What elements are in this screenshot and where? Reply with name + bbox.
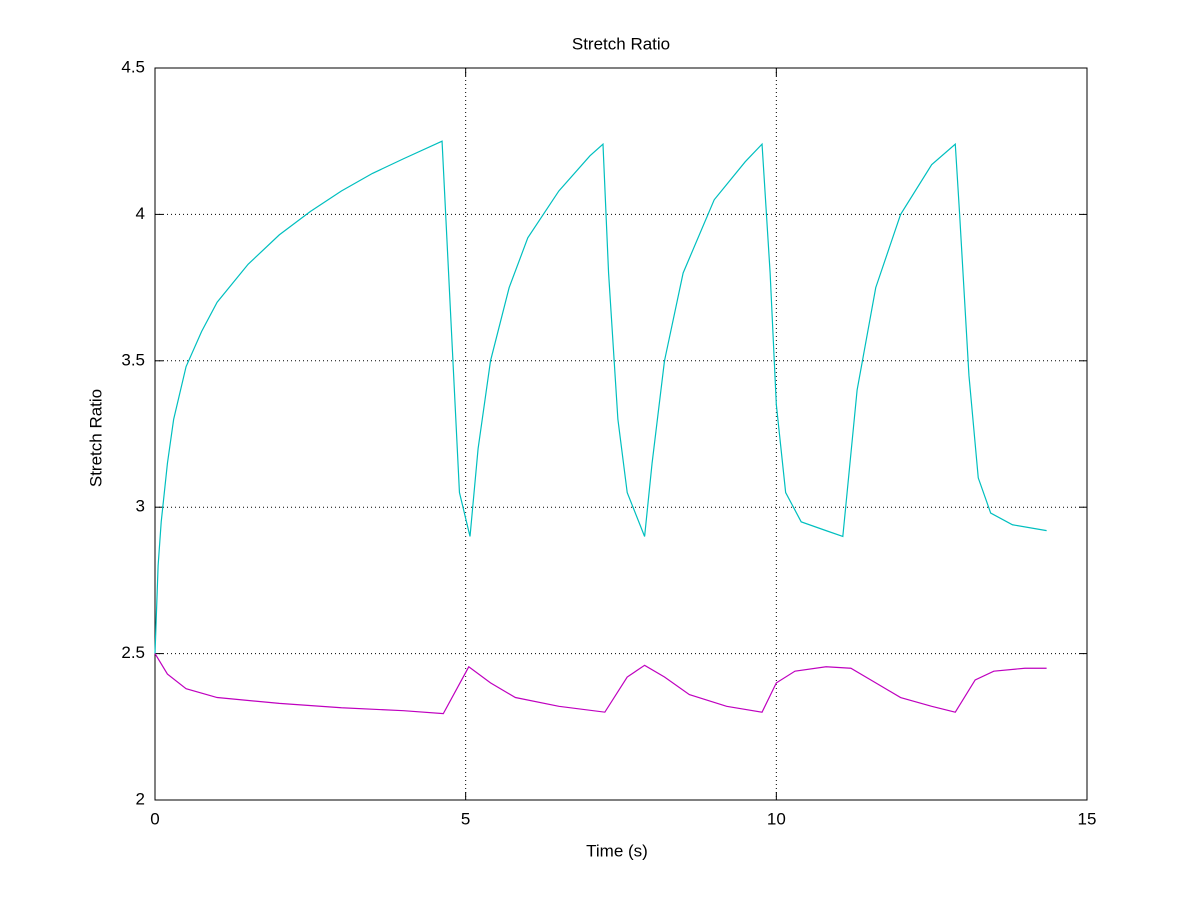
y-axis-label: Stretch Ratio <box>86 389 105 487</box>
x-tick-label: 0 <box>150 809 159 828</box>
data-line <box>154 140 1047 654</box>
y-tick-label: 2.5 <box>121 643 145 662</box>
chart-title: Stretch Ratio <box>572 34 670 53</box>
y-tick-label: 2 <box>136 789 145 808</box>
x-axis-label: Time (s) <box>586 841 648 860</box>
x-tick-label: 15 <box>1078 809 1097 828</box>
x-tick-label: 5 <box>461 809 470 828</box>
y-tick-label: 4.5 <box>121 57 145 76</box>
y-tick-label: 4 <box>136 204 145 223</box>
plot-frame <box>154 67 1088 801</box>
x-tick-label: 10 <box>767 809 786 828</box>
y-tick-label: 3 <box>136 497 145 516</box>
data-line <box>154 653 1047 715</box>
y-tick-label: 3.5 <box>121 350 145 369</box>
